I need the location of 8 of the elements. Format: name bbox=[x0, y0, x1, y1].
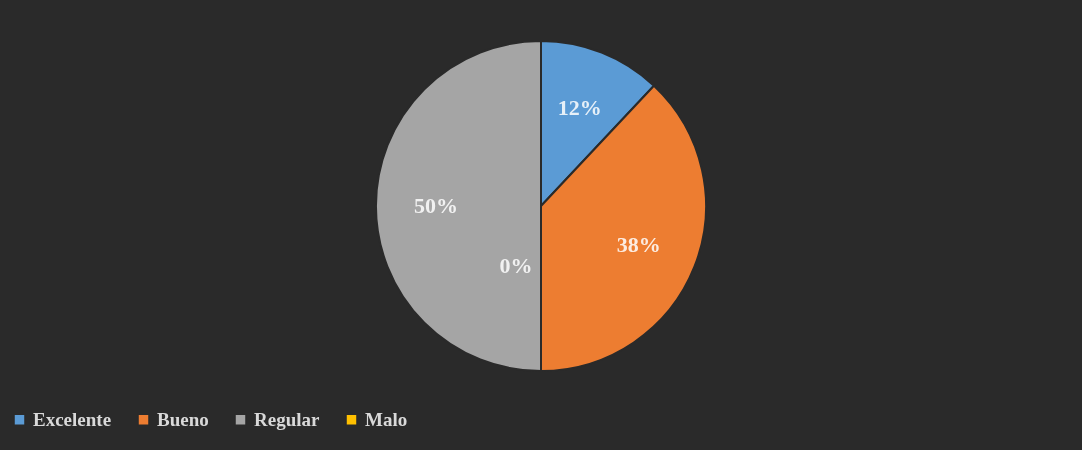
data-label: 12% bbox=[557, 95, 602, 121]
text: 0% bbox=[499, 253, 533, 278]
legend-label: Bueno bbox=[157, 408, 209, 430]
legend-label: Malo bbox=[365, 408, 408, 430]
legend-label: Regular bbox=[254, 408, 320, 430]
data-label: 38% bbox=[616, 231, 661, 257]
legend-label: Excelente bbox=[33, 408, 112, 430]
data-label: 50% bbox=[414, 193, 458, 218]
